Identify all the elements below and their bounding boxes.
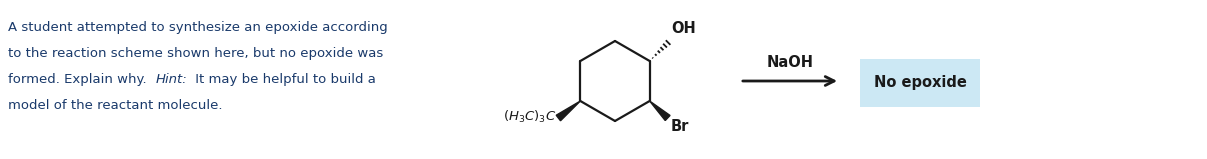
Text: model of the reactant molecule.: model of the reactant molecule. bbox=[8, 99, 222, 112]
Text: Hint:: Hint: bbox=[156, 73, 188, 86]
Text: A student attempted to synthesize an epoxide according: A student attempted to synthesize an epo… bbox=[8, 21, 387, 34]
Polygon shape bbox=[649, 101, 670, 121]
Text: NaOH: NaOH bbox=[766, 55, 814, 70]
Text: to the reaction scheme shown here, but no epoxide was: to the reaction scheme shown here, but n… bbox=[8, 47, 384, 60]
Text: No epoxide: No epoxide bbox=[874, 76, 967, 90]
Text: It may be helpful to build a: It may be helpful to build a bbox=[191, 73, 375, 86]
Text: Br: Br bbox=[671, 119, 689, 134]
Text: $(H_3C)_3C$: $(H_3C)_3C$ bbox=[503, 109, 556, 125]
Text: formed. Explain why.: formed. Explain why. bbox=[8, 73, 151, 86]
Polygon shape bbox=[556, 101, 581, 121]
Text: OH: OH bbox=[671, 21, 696, 36]
FancyBboxPatch shape bbox=[861, 59, 980, 107]
